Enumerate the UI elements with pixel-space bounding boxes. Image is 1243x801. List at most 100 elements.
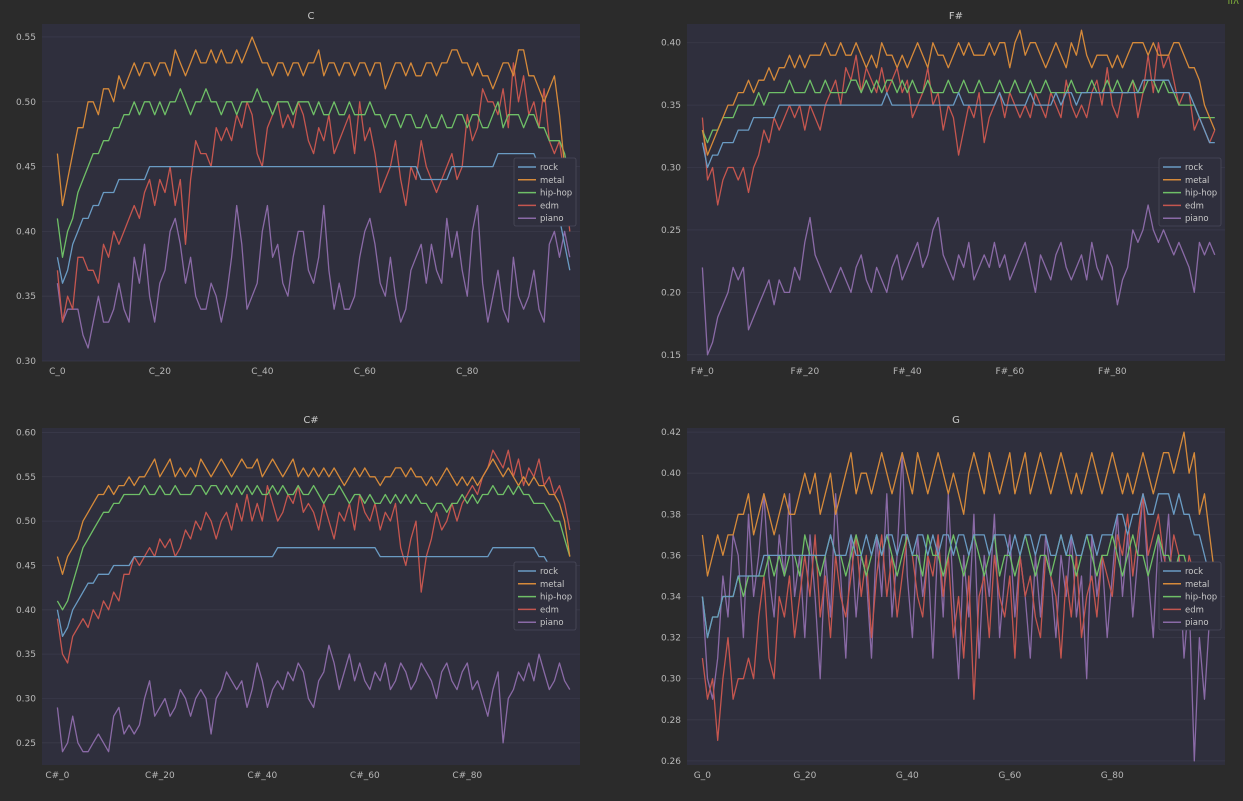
x-tick-label: F#_80: [1098, 367, 1127, 377]
legend: rock metal hip-hop edm piano: [1158, 561, 1222, 631]
chart-panel-2: C# 0.25 0.30 0.35 0.40 0.45 0.50 0.55 0.60 C#_0 C#…: [16, 415, 580, 781]
y-tick-label: 0.38: [661, 510, 681, 520]
y-tick-label: 0.30: [16, 694, 36, 704]
chart-title: G: [952, 415, 960, 426]
corner-indicator-icon: ııʌ: [1227, 0, 1239, 7]
series-line-hip-hop: [701, 534, 1216, 639]
x-tick-label: F#_20: [791, 367, 820, 377]
series-line-rock: [701, 79, 1215, 169]
y-tick-label: 0.35: [661, 101, 681, 111]
x-tick-label: F#_40: [893, 367, 922, 377]
x-tick-label: G_60: [998, 771, 1021, 781]
chart-title: C#: [303, 415, 318, 426]
x-tick-label: C#_80: [452, 771, 482, 781]
x-tick-label: C_80: [456, 367, 479, 377]
y-tick-label: 0.32: [661, 634, 681, 644]
legend-label-hip-hop: hip-hop: [540, 593, 572, 603]
series-line-metal: [56, 36, 571, 207]
legend: rock metal hip-hop edm piano: [513, 561, 577, 631]
y-tick-label: 0.15: [661, 351, 681, 361]
legend-label-piano: piano: [540, 618, 564, 628]
series-line-hip-hop: [56, 484, 571, 611]
y-tick-label: 0.34: [661, 593, 681, 603]
plot-area: [42, 24, 580, 361]
y-tick-label: 0.45: [16, 163, 36, 173]
series-line-edm: [56, 62, 571, 323]
series-line-rock: [56, 152, 571, 284]
series-line-piano: [56, 204, 571, 349]
series-line-piano: [701, 452, 1216, 762]
y-tick-label: 0.36: [661, 551, 681, 561]
legend-label-metal: metal: [540, 580, 564, 590]
y-tick-label: 0.50: [16, 517, 36, 527]
x-tick-label: C_20: [149, 367, 172, 377]
legend-label-metal: metal: [1185, 580, 1209, 590]
legend-label-rock: rock: [540, 567, 558, 577]
y-tick-label: 0.45: [16, 561, 36, 571]
legend-label-piano: piano: [1185, 618, 1209, 628]
x-tick-label: C_60: [354, 367, 377, 377]
y-tick-label: 0.40: [16, 227, 36, 237]
series-line-metal: [56, 458, 571, 575]
series-line-piano: [701, 204, 1216, 356]
y-tick-label: 0.40: [16, 606, 36, 616]
legend: rock metal hip-hop edm piano: [1158, 157, 1222, 227]
legend-label-metal: metal: [1185, 176, 1209, 186]
chart-title: F#: [949, 11, 963, 22]
legend-label-hip-hop: hip-hop: [540, 189, 572, 199]
x-tick-label: G_40: [896, 771, 919, 781]
series-line-rock: [701, 493, 1216, 639]
legend-label-rock: rock: [1185, 163, 1203, 173]
x-tick-label: C_40: [251, 367, 274, 377]
y-tick-label: 0.60: [16, 428, 36, 438]
y-tick-label: 0.25: [661, 226, 681, 236]
legend-box: [513, 157, 577, 227]
series-line-edm: [701, 493, 1216, 741]
chart-panel-3: G 0.26 0.28 0.30 0.32 0.34 0.36 0.38 0.40 0.42 G_0…: [661, 415, 1225, 781]
y-tick-label: 0.30: [661, 164, 681, 174]
y-tick-label: 0.30: [16, 357, 36, 367]
legend-label-piano: piano: [1185, 214, 1209, 224]
y-tick-label: 0.55: [16, 33, 36, 43]
x-tick-label: F#_0: [691, 367, 714, 377]
legend-label-hip-hop: hip-hop: [1185, 593, 1217, 603]
legend-label-piano: piano: [540, 214, 564, 224]
y-tick-label: 0.30: [661, 675, 681, 685]
y-tick-label: 0.55: [16, 473, 36, 483]
y-tick-label: 0.50: [16, 98, 36, 108]
series-line-rock: [56, 547, 571, 638]
x-tick-label: C#_40: [247, 771, 277, 781]
x-tick-label: C#_0: [45, 771, 69, 781]
legend-label-edm: edm: [1185, 605, 1204, 615]
legend-label-rock: rock: [1185, 567, 1203, 577]
x-tick-label: G_0: [694, 771, 711, 781]
series-line-hip-hop: [56, 88, 571, 258]
chart-panel-1: F# 0.15 0.20 0.25 0.30 0.35 0.40 F#_0 F#_20 F#_40…: [661, 11, 1225, 377]
legend-label-rock: rock: [540, 163, 558, 173]
y-tick-label: 0.40: [661, 469, 681, 479]
legend-label-edm: edm: [540, 605, 559, 615]
plot-area: [42, 428, 580, 765]
legend-label-hip-hop: hip-hop: [1185, 189, 1217, 199]
chart-title: C: [308, 11, 315, 22]
series-line-piano: [56, 644, 571, 753]
y-tick-label: 0.40: [661, 39, 681, 49]
legend-box: [1158, 561, 1222, 631]
x-tick-label: G_20: [793, 771, 816, 781]
series-line-metal: [701, 29, 1216, 156]
legend-label-metal: metal: [540, 176, 564, 186]
series-line-metal: [701, 431, 1216, 577]
y-tick-label: 0.35: [16, 292, 36, 302]
legend-box: [513, 561, 577, 631]
legend-box: [1158, 157, 1222, 227]
plot-area: [687, 24, 1225, 361]
x-tick-label: G_80: [1101, 771, 1124, 781]
x-tick-label: F#_60: [995, 367, 1024, 377]
x-tick-label: C#_20: [145, 771, 175, 781]
y-tick-label: 0.42: [661, 428, 681, 438]
y-tick-label: 0.25: [16, 739, 36, 749]
y-tick-label: 0.26: [661, 757, 681, 767]
chart-panel-0: C 0.30 0.35 0.40 0.45 0.50 0.55 C_0 C_20 C_40 C_60…: [16, 11, 580, 377]
